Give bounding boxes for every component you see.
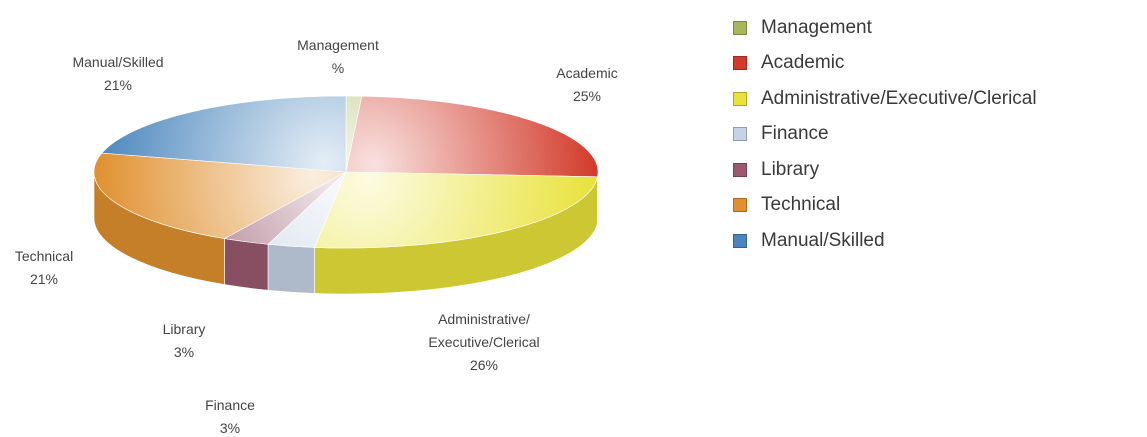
slice-label-manual-skilled: Manual/Skilled 21% xyxy=(72,54,163,93)
pie-chart: Management% Academic 25% Administrative/Exe… xyxy=(15,37,618,436)
slice-manual-skilled xyxy=(101,95,347,173)
legend-swatch xyxy=(733,20,747,35)
legend-label: Library xyxy=(761,158,820,180)
slice-value-label: 3% xyxy=(220,420,240,436)
slice-name-label: Library xyxy=(163,321,206,337)
slice-name-label: Management xyxy=(297,37,379,53)
slice-labels: Management% Academic 25% Administrative/Exe… xyxy=(15,37,618,436)
slice-value-label: 21% xyxy=(30,271,58,287)
slice-name-label: Academic xyxy=(556,65,617,81)
slice-value-label: % xyxy=(332,60,344,76)
slice-name-label: Manual/Skilled xyxy=(72,54,163,70)
slice-value-label: 21% xyxy=(104,77,132,93)
slice-academic xyxy=(345,95,599,178)
legend-item: Library xyxy=(733,152,1037,188)
slice-name-label: Finance xyxy=(205,397,255,413)
slice-label-library: Library 3% xyxy=(163,321,206,360)
legend-item: Management xyxy=(733,10,1037,46)
slice-label-administrative-executive-clerical: Administrative/Executive/Clerical 26% xyxy=(428,311,539,373)
legend-swatch xyxy=(733,233,747,248)
legend-label: Technical xyxy=(761,194,841,216)
slice-side-library xyxy=(224,238,269,291)
legend: Management Academic Administrative/Executi… xyxy=(733,10,1037,259)
legend-swatch xyxy=(733,127,747,142)
slice-value-label: 25% xyxy=(573,88,601,104)
legend-swatch xyxy=(733,162,747,177)
legend-item: Technical xyxy=(733,188,1037,224)
legend-item: Administrative/Executive/Clerical xyxy=(733,81,1037,117)
legend-item: Manual/Skilled xyxy=(733,223,1037,259)
slice-value-label: 26% xyxy=(470,357,498,373)
slice-side-finance xyxy=(267,243,315,294)
legend-label: Finance xyxy=(761,123,829,145)
pie-top xyxy=(93,95,599,249)
slice-administrative-executive-clerical xyxy=(313,171,598,249)
legend-label: Academic xyxy=(761,52,845,74)
legend-label: Management xyxy=(761,16,872,38)
legend-item: Academic xyxy=(733,46,1037,82)
slice-name-label: Administrative/ xyxy=(438,311,530,327)
legend-swatch xyxy=(733,198,747,213)
legend-label: Manual/Skilled xyxy=(761,229,885,251)
slice-technical xyxy=(93,152,348,239)
slice-value-label: 3% xyxy=(174,344,194,360)
slice-label-academic: Academic 25% xyxy=(556,65,617,104)
slice-name-label: Executive/Clerical xyxy=(428,334,539,350)
slice-name-label: Technical xyxy=(15,248,73,264)
slice-label-management: Management% xyxy=(297,37,379,76)
legend-swatch xyxy=(733,56,747,71)
legend-item: Finance xyxy=(733,117,1037,153)
legend-swatch xyxy=(733,91,747,106)
slice-label-technical: Technical 21% xyxy=(15,248,73,287)
slice-label-finance: Finance 3% xyxy=(205,397,255,436)
legend-label: Administrative/Executive/Clerical xyxy=(761,87,1037,109)
